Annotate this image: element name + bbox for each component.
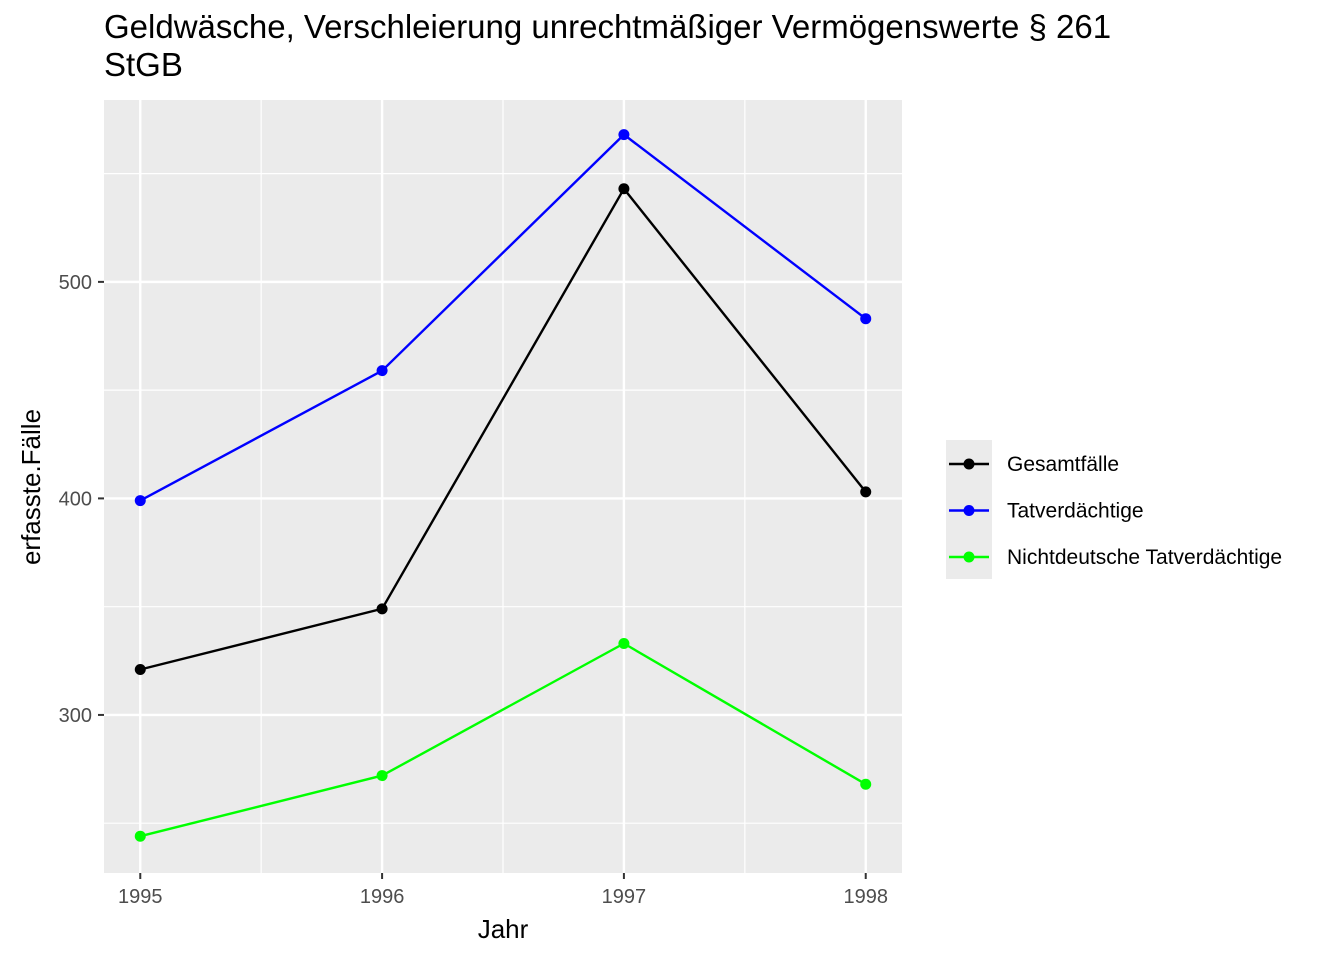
legend-label: Nichtdeutsche Tatverdächtige (1007, 546, 1282, 569)
data-point (134, 495, 146, 507)
y-tick-label: 500 (59, 272, 92, 294)
y-tick-labels: 300 400 500 (59, 272, 92, 727)
data-point (618, 129, 630, 141)
x-axis-title: Jahr (478, 914, 529, 944)
data-point (376, 365, 388, 377)
series-lines (139, 133, 867, 838)
x-tick-label: 1997 (602, 886, 647, 908)
legend-label: Gesamtfälle (1007, 453, 1119, 476)
legend-key-point (963, 551, 975, 563)
chart-title: Geldwäsche, Verschleierung unrechtmäßige… (104, 8, 1112, 83)
data-point (860, 313, 872, 325)
data-point (860, 486, 872, 498)
legend-key-point (963, 505, 975, 516)
series-line-1 (140, 187, 867, 671)
legend: Gesamtfälle Tatverdächtige Nichtdeutsche T… (946, 440, 1282, 579)
legend-label: Tatverdächtige (1007, 500, 1144, 523)
data-point (618, 183, 630, 195)
data-point (860, 778, 872, 790)
x-tick-label: 1996 (360, 886, 405, 908)
x-tick-label: 1995 (118, 886, 163, 908)
series-line-3 (140, 642, 867, 838)
x-tick-label: 1998 (843, 886, 888, 908)
x-tick-labels: 1995 1996 1997 1998 (118, 886, 888, 908)
minor-gridlines (104, 100, 902, 873)
y-tick-label: 300 (59, 705, 92, 727)
y-axis-title: erfasste.Fälle (16, 409, 46, 565)
data-point (134, 663, 146, 675)
y-tick-label: 400 (59, 488, 92, 510)
series-points (134, 129, 872, 842)
axis-ticks (98, 280, 867, 879)
series-line-2 (139, 133, 867, 502)
data-point (376, 770, 388, 782)
major-gridlines (104, 100, 902, 873)
data-point (376, 603, 388, 615)
data-point (134, 830, 146, 842)
data-point (618, 637, 630, 649)
legend-key-point (963, 458, 975, 470)
